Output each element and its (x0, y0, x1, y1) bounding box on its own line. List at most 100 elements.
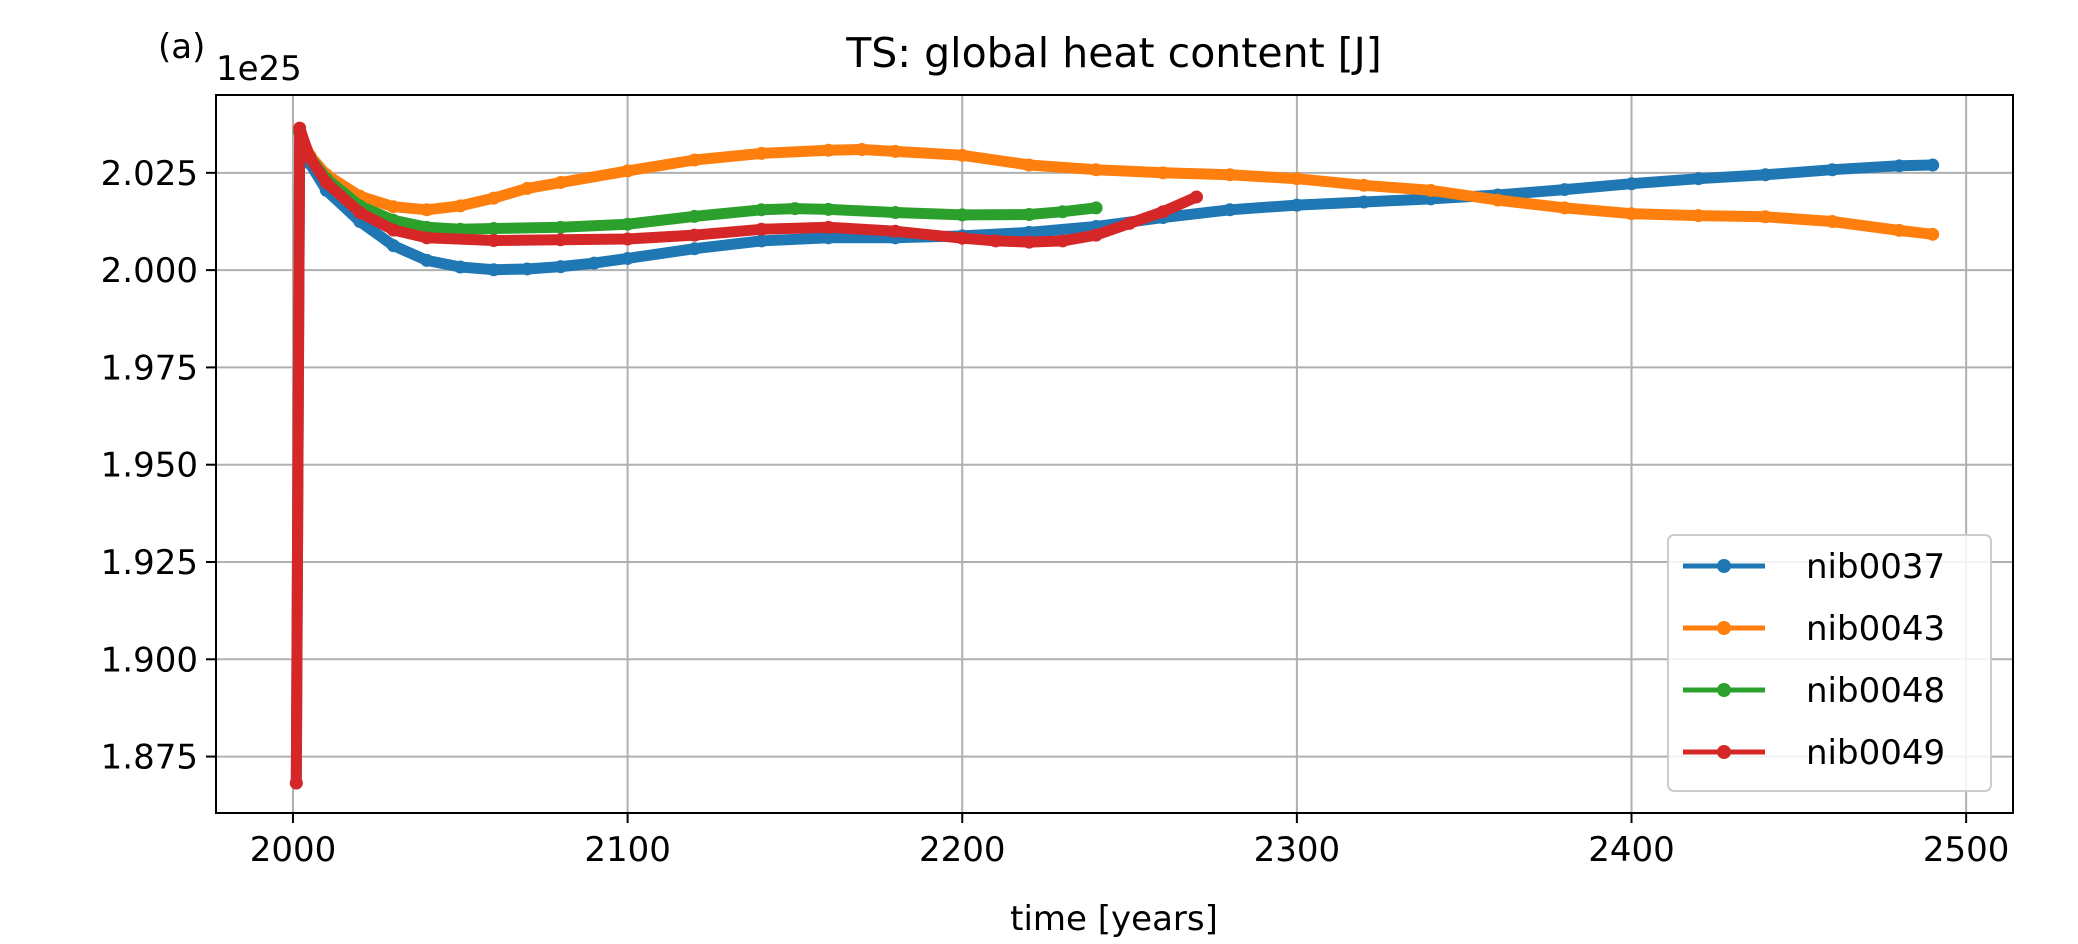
data-point (1625, 207, 1639, 221)
data-point (1189, 190, 1203, 204)
legend-frame (1667, 534, 1992, 792)
data-point (353, 206, 367, 220)
x-tick-label: 2300 (1254, 830, 1341, 870)
data-point (289, 776, 303, 790)
y-tick-label: 2.025 (101, 154, 198, 194)
x-tick-label: 2500 (1923, 830, 2010, 870)
data-point (621, 232, 635, 246)
data-point (1926, 158, 1940, 172)
data-point (1022, 207, 1036, 221)
data-point (386, 200, 400, 214)
data-point (1223, 168, 1237, 182)
data-point (420, 203, 434, 217)
data-point (821, 202, 835, 216)
data-point (888, 206, 902, 220)
data-point (1691, 209, 1705, 223)
data-point (1691, 172, 1705, 186)
data-point (520, 262, 534, 276)
data-point (1290, 198, 1304, 212)
data-point (688, 228, 702, 242)
legend-label: nib0037 (1806, 547, 1945, 587)
x-tick-label: 2000 (250, 830, 337, 870)
data-point (554, 176, 568, 190)
data-point (754, 234, 768, 248)
data-point (386, 223, 400, 237)
data-point (1056, 205, 1070, 219)
legend-item-nib0048: nib0048 (1683, 671, 1945, 711)
data-point (587, 256, 601, 270)
data-point (487, 234, 501, 248)
data-point (888, 224, 902, 238)
data-point (1357, 195, 1371, 209)
offset-label: 1e25 (216, 49, 302, 89)
data-point (1089, 163, 1103, 177)
data-point (1290, 172, 1304, 186)
legend-label: nib0043 (1806, 609, 1945, 649)
x-axis-label: time [years] (1010, 899, 1218, 939)
data-point (754, 203, 768, 217)
data-point (1892, 223, 1906, 237)
data-point (1758, 168, 1772, 182)
data-point (487, 191, 501, 205)
series-line (290, 122, 1202, 789)
data-point (754, 146, 768, 160)
data-point (1022, 158, 1036, 172)
legend-marker (1717, 745, 1731, 759)
data-point (955, 208, 969, 222)
data-point (1491, 193, 1505, 207)
data-point (1558, 183, 1572, 197)
data-point (855, 142, 869, 156)
data-point (788, 202, 802, 216)
data-point (1625, 177, 1639, 191)
data-point (955, 231, 969, 245)
axis-ticks: 2000 2100 2200 2300 2400 2500 1.875 1.900 1.925 1… (101, 154, 2010, 870)
y-tick-label: 1.975 (101, 348, 198, 388)
data-point (888, 144, 902, 158)
y-tick-label: 1.875 (101, 738, 198, 778)
legend-label: nib0048 (1806, 671, 1945, 711)
data-point (420, 253, 434, 267)
data-point (1558, 201, 1572, 215)
data-point (386, 239, 400, 253)
legend-marker (1717, 683, 1731, 697)
x-tick-label: 2200 (919, 830, 1006, 870)
data-point (621, 217, 635, 231)
legend-item-nib0043: nib0043 (1683, 609, 1945, 649)
y-tick-label: 1.900 (101, 640, 198, 680)
data-point (1424, 183, 1438, 197)
legend-label: nib0049 (1806, 733, 1945, 773)
data-point (554, 260, 568, 274)
data-point (1825, 163, 1839, 177)
y-tick-label: 1.925 (101, 543, 198, 583)
legend-marker (1717, 621, 1731, 635)
series-nib0049 (289, 121, 1203, 790)
data-point (487, 221, 501, 235)
data-point (554, 233, 568, 247)
x-tick-label: 2400 (1588, 830, 1675, 870)
data-point (487, 263, 501, 277)
data-point (1156, 166, 1170, 180)
data-point (754, 222, 768, 236)
data-point (1825, 214, 1839, 228)
data-point (688, 209, 702, 223)
data-point (989, 234, 1003, 248)
series-lines (289, 121, 1940, 790)
panel-label: (a) (158, 27, 205, 67)
data-point (1892, 159, 1906, 173)
data-point (821, 220, 835, 234)
legend-item-nib0037: nib0037 (1683, 547, 1945, 587)
data-point (453, 199, 467, 213)
data-point (1926, 227, 1940, 241)
data-point (1357, 178, 1371, 192)
data-point (420, 220, 434, 234)
data-point (1758, 210, 1772, 224)
data-point (453, 222, 467, 236)
x-tick-label: 2100 (584, 830, 671, 870)
y-tick-label: 2.000 (101, 251, 198, 291)
data-point (688, 153, 702, 167)
data-point (955, 148, 969, 162)
data-point (1056, 234, 1070, 248)
data-point (821, 143, 835, 157)
data-point (821, 231, 835, 245)
